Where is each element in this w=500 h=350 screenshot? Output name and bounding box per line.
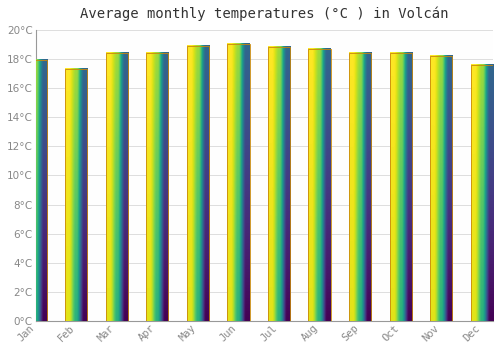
Bar bbox=[228, 44, 250, 321]
Title: Average monthly temperatures (°C ) in Volcán: Average monthly temperatures (°C ) in Vo… bbox=[80, 7, 448, 21]
Bar bbox=[24, 60, 47, 321]
Bar bbox=[186, 46, 209, 321]
Bar bbox=[430, 56, 452, 321]
Bar bbox=[146, 53, 169, 321]
Bar bbox=[349, 53, 372, 321]
Bar bbox=[106, 53, 128, 321]
Bar bbox=[308, 49, 331, 321]
Bar bbox=[390, 53, 412, 321]
Bar bbox=[268, 47, 290, 321]
Bar bbox=[65, 69, 88, 321]
Bar bbox=[470, 64, 493, 321]
